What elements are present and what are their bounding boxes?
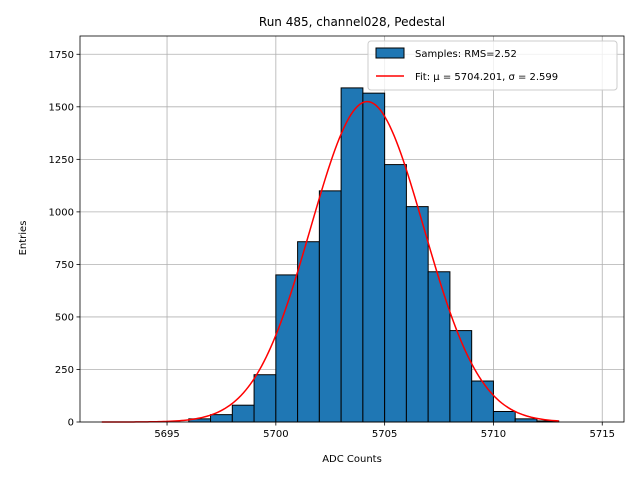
chart-title: Run 485, channel028, Pedestal xyxy=(259,15,445,29)
fit-curve xyxy=(101,100,559,423)
legend-box xyxy=(367,40,618,91)
histogram-bar xyxy=(384,164,407,423)
x-axis-ticks: 5695 5700 5705 5710 5715 xyxy=(154,422,615,440)
histogram-bar xyxy=(231,404,255,423)
histogram-bar xyxy=(427,271,451,423)
x-tick-label: 5700 xyxy=(263,429,288,440)
x-tick-label: 5715 xyxy=(590,429,615,440)
y-tick-label: 1500 xyxy=(49,102,74,113)
legend-samples-swatch xyxy=(375,47,405,59)
y-axis-label: Entries xyxy=(18,221,29,256)
y-tick-label: 250 xyxy=(55,365,74,376)
y-tick-label: 1750 xyxy=(49,50,74,61)
histogram-bar xyxy=(340,87,364,423)
histogram-bar xyxy=(449,330,473,423)
histogram-bar xyxy=(514,418,538,423)
axes-frame xyxy=(79,35,625,423)
histogram-bar xyxy=(318,190,342,423)
y-tick-label: 1250 xyxy=(49,155,74,166)
legend-fit-label: Fit: μ = 5704.201, σ = 2.599 xyxy=(415,72,558,83)
y-tick-label: 1000 xyxy=(49,207,74,218)
histogram-bar xyxy=(405,206,429,423)
histogram-bar xyxy=(210,414,233,423)
y-tick-label: 0 xyxy=(68,418,74,429)
y-axis-ticks: 0 250 500 750 1000 1250 1500 1750 xyxy=(49,50,80,429)
legend-samples-label: Samples: RMS=2.52 xyxy=(415,49,517,60)
x-tick-label: 5710 xyxy=(481,429,506,440)
histogram-bar xyxy=(362,92,386,423)
histogram-bar xyxy=(471,380,494,423)
histogram-bar xyxy=(275,274,299,423)
legend: Samples: RMS=2.52 Fit: μ = 5704.201, σ =… xyxy=(367,40,618,91)
histogram-bars xyxy=(188,87,560,423)
y-tick-label: 500 xyxy=(55,312,74,323)
histogram-bar xyxy=(297,241,320,423)
x-axis-label: ADC Counts xyxy=(322,454,382,465)
histogram-bar xyxy=(492,410,516,423)
histogram-bar xyxy=(253,374,277,423)
x-tick-label: 5705 xyxy=(372,429,397,440)
y-tick-label: 750 xyxy=(55,260,74,271)
x-tick-label: 5695 xyxy=(154,429,179,440)
